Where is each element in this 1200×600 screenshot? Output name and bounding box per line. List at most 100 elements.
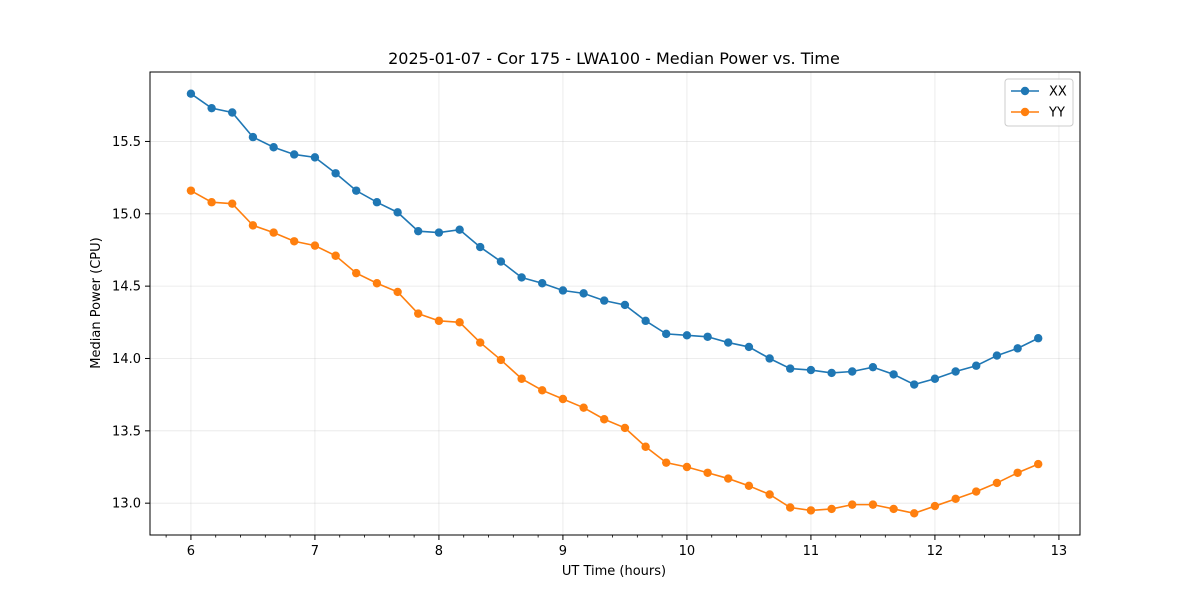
series-xx-point [848, 367, 857, 376]
series-yy-point [868, 500, 878, 509]
series-yy-point [1034, 459, 1043, 469]
series-yy-point [248, 221, 258, 230]
series-xx-point [1013, 344, 1022, 353]
series-xx-point [290, 150, 299, 159]
series-yy-point [372, 279, 382, 288]
series-xx-point [186, 89, 196, 98]
y-tick-label: 14.0 [112, 352, 141, 367]
data-series [186, 89, 1043, 518]
series-yy-point [848, 500, 857, 509]
series-yy-point [806, 506, 816, 515]
series-xx-point [228, 108, 237, 117]
x-tick-label: 6 [187, 544, 195, 559]
series-yy-point [620, 423, 630, 433]
x-tick-label: 9 [559, 544, 567, 559]
series-xx-point [434, 228, 444, 237]
series-xx [186, 89, 1043, 389]
chart-title: 2025-01-07 - Cor 175 - LWA100 - Median P… [388, 49, 840, 68]
series-yy-point [517, 374, 526, 383]
series-yy-point [455, 318, 464, 327]
series-xx-point [662, 329, 671, 339]
series-xx-point [393, 208, 402, 217]
series-xx-point [703, 332, 712, 341]
y-tick-label: 13.0 [112, 497, 141, 512]
series-yy-point [703, 468, 712, 477]
y-tick-label: 15.5 [112, 135, 141, 150]
series-xx-point [496, 257, 506, 266]
series-xx-point [889, 370, 898, 379]
legend-label-yy: YY [1048, 106, 1065, 121]
y-tick-label: 15.0 [112, 207, 141, 222]
series-yy-point [786, 503, 795, 512]
series-yy-point [641, 442, 650, 451]
series-yy-point [434, 316, 444, 326]
plot-area-frame [149, 71, 1081, 536]
y-tick-label: 14.5 [112, 280, 141, 295]
series-yy [186, 186, 1043, 518]
x-tick-label: 10 [679, 544, 696, 559]
series-xx-point [269, 143, 278, 152]
series-xx-point [786, 364, 795, 373]
series-yy-point [579, 403, 588, 412]
series-xx-point [620, 300, 630, 310]
series-yy-point [765, 490, 774, 499]
series-xx-point [951, 367, 960, 376]
series-yy-point [352, 268, 361, 278]
series-yy-point [682, 462, 692, 472]
series-yy-point [393, 287, 402, 297]
series-xx-point [414, 226, 423, 236]
series-xx-point [455, 225, 464, 234]
series-xx-point [372, 198, 382, 207]
series-yy-point [889, 504, 898, 514]
y-axis-label: Median Power (CPU) [89, 237, 104, 368]
x-tick-label: 11 [803, 544, 820, 559]
series-yy-point [331, 251, 340, 260]
legend-item-yy: YY [1011, 106, 1065, 121]
series-yy-point [269, 228, 278, 237]
series-xx-point [248, 132, 258, 142]
series-yy-point [744, 481, 754, 491]
series-xx-point [682, 331, 692, 340]
x-tick-label: 8 [435, 544, 443, 559]
series-yy-point [414, 309, 423, 318]
legend-label-xx: XX [1049, 85, 1067, 100]
series-yy-point [972, 487, 981, 496]
grid-lines [150, 72, 1080, 535]
series-yy-point [476, 338, 485, 347]
series-xx-point [992, 351, 1002, 360]
series-xx-point [868, 362, 878, 372]
series-xx-point [724, 338, 733, 347]
x-tick-label: 13 [1051, 544, 1068, 559]
series-yy-point [951, 494, 960, 504]
x-axis-label: UT Time (hours) [562, 564, 666, 579]
series-xx-point [1034, 334, 1043, 343]
legend: XX YY [1004, 78, 1074, 127]
x-tick-label: 12 [927, 544, 944, 559]
series-yy-point [310, 241, 320, 250]
series-xx-point [827, 368, 836, 378]
series-yy-point [910, 509, 919, 518]
series-yy-point [290, 237, 299, 246]
series-xx-point [538, 279, 547, 288]
series-xx-point [579, 289, 588, 298]
axis-ticks: 6 7 8 9 10 11 12 13 13.0 13.5 14.0 14.5 15.0 15.5 [112, 135, 1067, 559]
legend-item-xx: XX [1011, 85, 1067, 100]
series-yy-point [228, 199, 237, 208]
legend-marker-xx [1020, 86, 1030, 96]
series-yy-point [662, 458, 671, 467]
series-yy-point [496, 355, 506, 365]
series-xx-point [207, 103, 216, 113]
series-xx-point [765, 354, 774, 363]
series-yy-point [724, 474, 733, 483]
series-yy-point [930, 501, 940, 511]
series-yy-point [827, 504, 836, 514]
series-yy-point [207, 198, 216, 207]
series-xx-point [352, 186, 361, 195]
series-xx-point [600, 296, 609, 305]
series-xx-point [930, 374, 940, 383]
series-xx-point [910, 380, 919, 389]
series-yy-point [1013, 468, 1022, 477]
series-xx-point [331, 169, 340, 178]
series-xx-point [558, 286, 568, 295]
